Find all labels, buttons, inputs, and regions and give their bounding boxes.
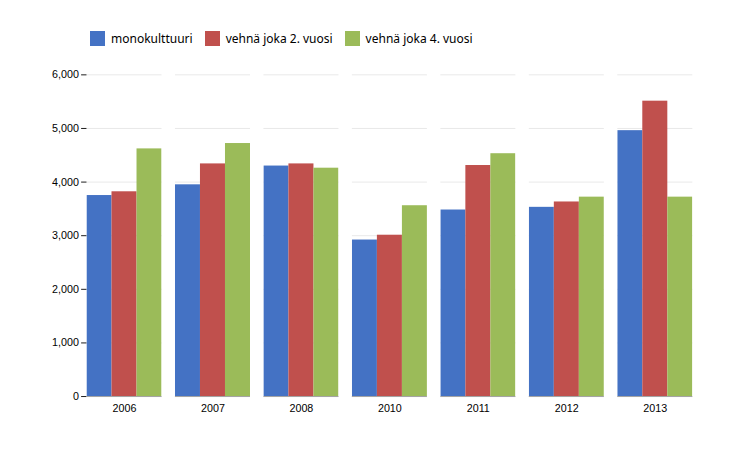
svg-text:1,000: 1,000 (52, 336, 79, 348)
svg-text:3,000: 3,000 (52, 229, 79, 241)
svg-text:2007: 2007 (201, 402, 225, 414)
svg-text:2012: 2012 (555, 402, 579, 414)
svg-text:4,000: 4,000 (52, 176, 79, 188)
svg-text:2,000: 2,000 (52, 283, 79, 295)
svg-text:2006: 2006 (113, 402, 137, 414)
svg-text:2011: 2011 (467, 402, 490, 414)
svg-text:2008: 2008 (289, 402, 313, 414)
html-text:vehnä joka 4. vuosi: vehnä joka 4. vuosi (365, 30, 473, 47)
svg-text:0: 0 (73, 390, 79, 402)
html-text:monokulttuuri: monokulttuuri (111, 30, 193, 47)
html-text:vehnä joka 2. vuosi: vehnä joka 2. vuosi (225, 30, 333, 47)
svg-text:6,000: 6,000 (52, 68, 79, 80)
svg-text:5,000: 5,000 (52, 122, 79, 134)
svg-text:2013: 2013 (643, 402, 667, 414)
svg-text:2010: 2010 (378, 402, 402, 414)
